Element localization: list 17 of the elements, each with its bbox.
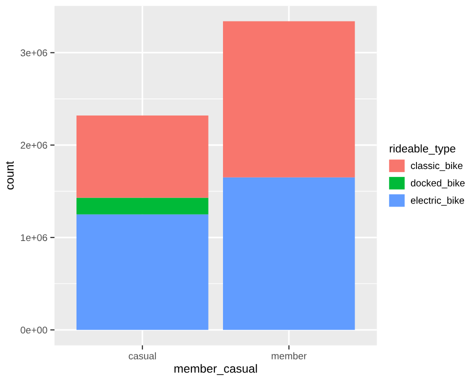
legend-label: electric_bike	[410, 196, 464, 206]
y-tick-label: 3e+06	[20, 49, 48, 56]
bar	[222, 21, 355, 178]
legend-label: classic_bike	[410, 162, 462, 171]
y-tick-label: 1e+06	[21, 234, 48, 242]
y-axis-title: count	[6, 161, 14, 190]
x-axis-title: member_casual	[174, 364, 257, 376]
y-tick-label: 2e+06	[20, 142, 48, 149]
bar	[76, 198, 208, 214]
legend-title: rideable_type	[390, 144, 456, 155]
y-tick-label: 0e+00	[20, 326, 48, 334]
x-tick-label: member	[272, 352, 307, 360]
bar	[222, 177, 355, 330]
bar	[76, 116, 208, 198]
legend-label: docked_bike	[410, 179, 465, 188]
bar	[76, 214, 208, 330]
x-tick-label: casual	[128, 352, 156, 360]
